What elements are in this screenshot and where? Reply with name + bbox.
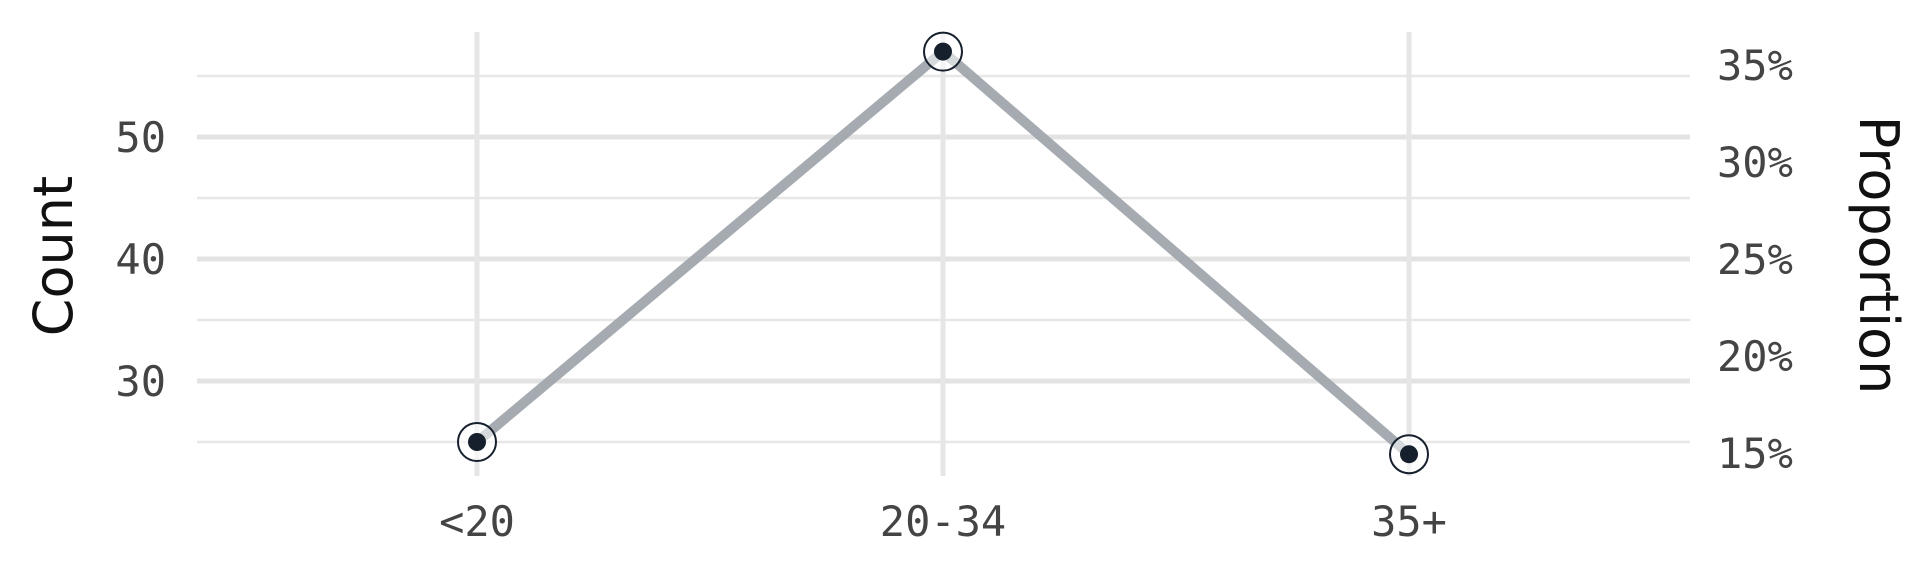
grid bbox=[197, 32, 1690, 476]
y-tick-label: 40 bbox=[115, 235, 166, 284]
y-tick-label: 50 bbox=[115, 113, 166, 162]
y2-axis-title: Proportion bbox=[1847, 116, 1910, 395]
data-point bbox=[934, 42, 952, 61]
x-tick-label: <20 bbox=[439, 497, 515, 546]
y-tick-label: 30 bbox=[115, 357, 166, 406]
x-tick-label: 20-34 bbox=[880, 497, 1006, 546]
marker-layer bbox=[457, 31, 1429, 475]
y2-tick-label: 25% bbox=[1717, 235, 1793, 284]
x-tick-label: 35+ bbox=[1371, 497, 1447, 546]
y2-tick-label: 35% bbox=[1717, 41, 1793, 90]
y2-tick-label: 30% bbox=[1717, 138, 1793, 187]
y2-tick-label: 15% bbox=[1717, 429, 1793, 478]
y-axis-title: Count bbox=[22, 176, 85, 336]
data-point bbox=[468, 433, 486, 451]
data-point bbox=[1400, 445, 1418, 464]
y2-tick-label: 20% bbox=[1717, 332, 1793, 381]
tick-labels: 30 40 50 15% 20% 25% 30% 35% <20 20-34 35+ bbox=[115, 41, 1792, 546]
